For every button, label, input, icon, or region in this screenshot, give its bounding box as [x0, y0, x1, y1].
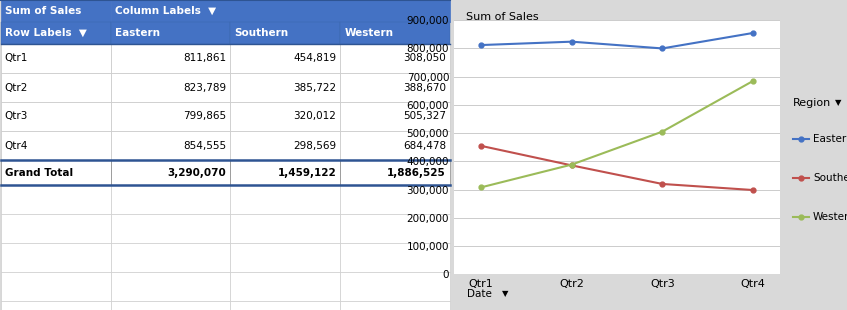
Bar [230, 214, 340, 243]
Bar [230, 272, 340, 301]
Bar [1, 44, 111, 73]
Bar [1, 131, 111, 160]
Western [748, 79, 758, 83]
Text: 388,670: 388,670 [403, 82, 446, 92]
Eastern [476, 43, 486, 47]
Bar [340, 44, 450, 73]
Bar [230, 73, 340, 102]
Bar [230, 102, 340, 131]
Bar [340, 160, 450, 185]
Text: Column Labels  ▼: Column Labels ▼ [114, 6, 216, 16]
Bar [111, 301, 230, 310]
Text: 1,886,525: 1,886,525 [387, 167, 446, 178]
Text: Row Labels  ▼: Row Labels ▼ [5, 28, 86, 38]
Bar [111, 44, 230, 73]
Eastern [567, 40, 577, 43]
Bar [1, 0, 111, 22]
Bar [111, 272, 230, 301]
Text: Grand Total: Grand Total [5, 167, 73, 178]
Western [476, 185, 486, 189]
Bar [1, 102, 111, 131]
Bar [340, 272, 450, 301]
Bar [1, 73, 111, 102]
Bar [111, 73, 230, 102]
Bar [111, 185, 230, 214]
Bar [111, 214, 230, 243]
Bar [1, 214, 111, 243]
Line: Western: Western [479, 79, 756, 190]
Bar [1, 160, 111, 185]
Text: 454,819: 454,819 [293, 54, 336, 64]
Text: 854,555: 854,555 [183, 140, 226, 150]
Bar [1, 301, 111, 310]
Text: Qtr1: Qtr1 [5, 54, 28, 64]
Text: Southern: Southern [813, 173, 847, 183]
Southern [567, 164, 577, 167]
Bar [1, 185, 111, 214]
Bar [111, 22, 230, 44]
Bar [230, 243, 340, 272]
Text: 320,012: 320,012 [293, 112, 336, 122]
Bar [230, 44, 340, 73]
Text: 1,459,122: 1,459,122 [278, 167, 336, 178]
Text: ▼: ▼ [502, 290, 508, 299]
Text: 823,789: 823,789 [183, 82, 226, 92]
Bar [340, 131, 450, 160]
Text: Date: Date [467, 289, 491, 299]
Eastern [657, 46, 667, 50]
Bar [230, 22, 340, 44]
Bar [1, 272, 111, 301]
Bar [340, 301, 450, 310]
Text: Qtr2: Qtr2 [5, 82, 28, 92]
Text: Southern: Southern [235, 28, 289, 38]
Bar [111, 102, 230, 131]
Bar [340, 243, 450, 272]
Southern [748, 188, 758, 192]
Bar [111, 131, 230, 160]
Text: 684,478: 684,478 [403, 140, 446, 150]
Bar [230, 160, 340, 185]
Text: 811,861: 811,861 [183, 54, 226, 64]
Bar [1, 22, 111, 44]
Bar [230, 131, 340, 160]
Bar [340, 73, 450, 102]
Text: 3,290,070: 3,290,070 [168, 167, 226, 178]
Text: Sum of Sales: Sum of Sales [466, 12, 539, 22]
Southern [657, 182, 667, 186]
Text: Eastern: Eastern [813, 134, 847, 144]
Bar [111, 0, 450, 22]
Western [657, 130, 667, 134]
Text: 799,865: 799,865 [183, 112, 226, 122]
Bar [230, 185, 340, 214]
Text: Western: Western [813, 212, 847, 222]
Western [567, 163, 577, 166]
Southern [476, 144, 486, 148]
Line: Eastern: Eastern [479, 31, 756, 51]
Text: Eastern: Eastern [114, 28, 159, 38]
Bar [230, 301, 340, 310]
Text: ▼: ▼ [835, 98, 842, 107]
Line: Southern: Southern [479, 144, 756, 193]
Text: 385,722: 385,722 [293, 82, 336, 92]
Text: Sum of Sales: Sum of Sales [5, 6, 81, 16]
Bar [340, 185, 450, 214]
Bar [111, 243, 230, 272]
Text: Qtr3: Qtr3 [5, 112, 28, 122]
Bar [340, 214, 450, 243]
Bar [340, 22, 450, 44]
Eastern [748, 31, 758, 35]
Text: 505,327: 505,327 [403, 112, 446, 122]
Bar [111, 160, 230, 185]
Text: Region: Region [794, 98, 832, 108]
Text: 308,050: 308,050 [403, 54, 446, 64]
Text: Qtr4: Qtr4 [5, 140, 28, 150]
Bar [1, 243, 111, 272]
Text: 298,569: 298,569 [293, 140, 336, 150]
Bar [340, 102, 450, 131]
Text: Western: Western [344, 28, 393, 38]
